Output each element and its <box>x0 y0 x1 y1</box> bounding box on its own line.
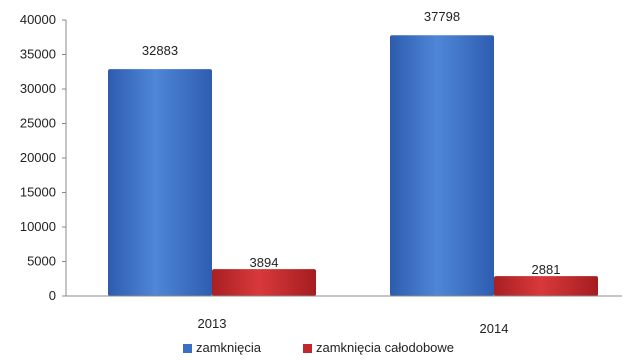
legend-label: zamknięcia całodobowe <box>316 340 454 355</box>
y-tick-label: 10000 <box>20 219 56 234</box>
x-category-label: 2014 <box>480 321 509 336</box>
legend-label: zamknięcia <box>196 340 262 355</box>
data-label: 32883 <box>142 43 178 58</box>
y-tick-label: 15000 <box>20 185 56 200</box>
x-axis: 2013 2014 <box>66 295 622 336</box>
legend-swatch <box>303 344 312 353</box>
data-label: 37798 <box>424 9 460 24</box>
data-label: 3894 <box>250 255 279 270</box>
y-axis: 0 5000 10000 15000 20000 25000 30000 35000 40000 <box>20 12 67 303</box>
y-tick-label: 40000 <box>20 12 56 27</box>
bar-zamkniecia-calodobowe-2013 <box>212 269 316 296</box>
legend: zamknięcia zamknięcia całodobowe <box>183 340 454 355</box>
bar-zamkniecia-2014 <box>390 35 494 297</box>
legend-swatch <box>183 344 192 353</box>
y-tick-label: 5000 <box>27 254 56 269</box>
y-tick-label: 0 <box>49 288 56 303</box>
bar-zamkniecia-calodobowe-2014 <box>494 276 598 296</box>
y-tick-label: 20000 <box>20 150 56 165</box>
y-tick-label: 35000 <box>20 47 56 62</box>
y-tick-label: 30000 <box>20 81 56 96</box>
data-label: 2881 <box>532 262 561 277</box>
y-tick-label: 25000 <box>20 116 56 131</box>
bars-group: 32883 3894 37798 2881 <box>108 9 598 297</box>
x-category-label: 2013 <box>198 316 227 331</box>
bar-zamkniecia-2013 <box>108 69 212 296</box>
